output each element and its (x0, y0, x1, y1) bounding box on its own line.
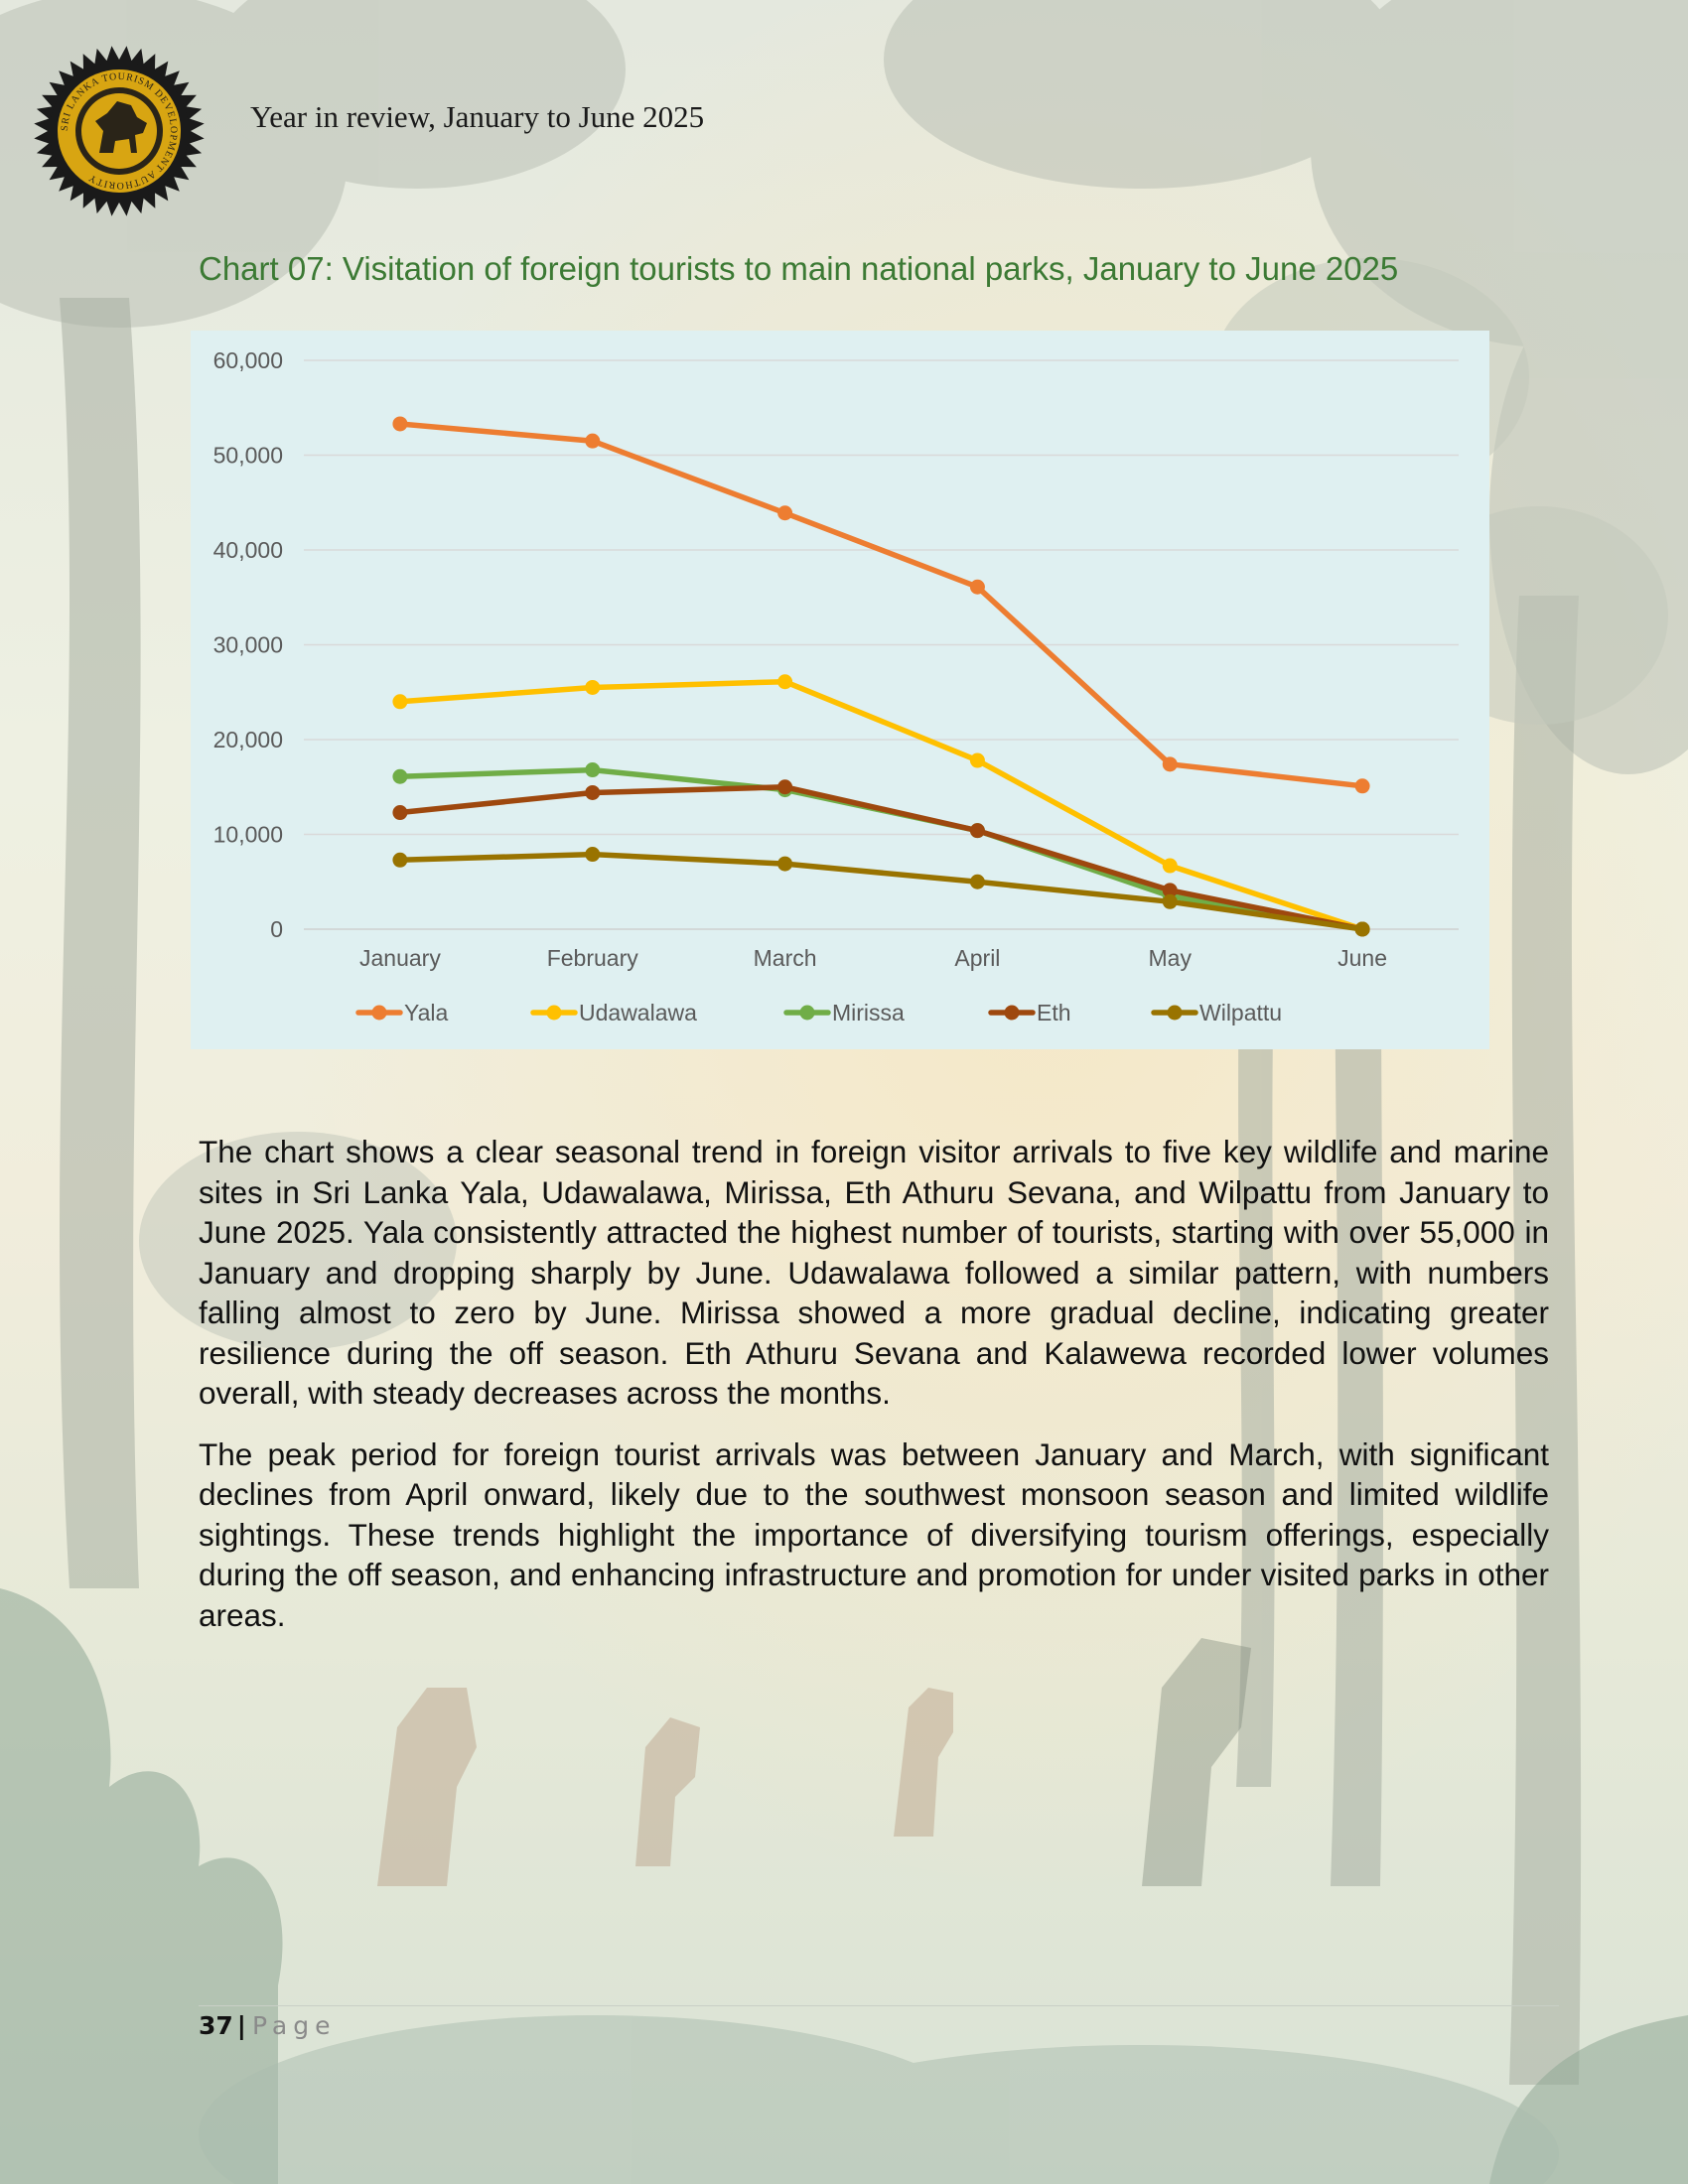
data-point-udawalawa (1162, 858, 1178, 874)
series-line-udawalawa (397, 678, 1365, 932)
data-point-yala (777, 505, 793, 521)
data-point-mirissa (392, 768, 408, 784)
x-tick-label-april: April (954, 945, 1000, 971)
page-number: 37 (199, 2011, 233, 2040)
legend-label-eth: Eth (1037, 1000, 1071, 1025)
legend-label-yala: Yala (404, 1000, 449, 1025)
y-tick-label: 40,000 (213, 537, 283, 563)
body-paragraph-1: The chart shows a clear seasonal trend i… (199, 1134, 1549, 1411)
body-text: The chart shows a clear seasonal trend i… (199, 1132, 1549, 1656)
legend-marker-udawalawa (546, 1005, 562, 1021)
data-point-mirissa (585, 762, 601, 778)
line-chart: 0 10,000 20,000 30,000 40,000 50,000 60,000 Jan… (191, 331, 1489, 1049)
data-point-yala (969, 579, 985, 595)
x-tick-label-may: May (1149, 945, 1193, 971)
line-chart-svg: 0 10,000 20,000 30,000 40,000 50,000 60,000 Jan… (213, 347, 1459, 1025)
data-point-wilpattu (969, 874, 985, 889)
legend-marker-yala (371, 1005, 387, 1021)
x-tick-label-march: March (754, 945, 817, 971)
page-footer: 37 | Page (199, 2011, 336, 2040)
data-point-eth (585, 784, 601, 800)
data-point-udawalawa (777, 674, 793, 690)
data-point-yala (1354, 778, 1370, 794)
y-tick-label: 0 (270, 916, 283, 942)
data-point-wilpattu (585, 847, 601, 863)
data-point-udawalawa (392, 694, 408, 710)
data-point-yala (585, 433, 601, 449)
header-title: Year in review, January to June 2025 (250, 99, 705, 134)
data-point-wilpattu (1354, 921, 1370, 937)
footer-divider (199, 2005, 1559, 2006)
data-point-udawalawa (969, 752, 985, 768)
chart-caption: Chart 07: Visitation of foreign tourists… (199, 250, 1399, 287)
x-tick-label-january: January (359, 945, 441, 971)
legend-label-wilpattu: Wilpattu (1199, 1000, 1282, 1025)
data-point-wilpattu (1162, 893, 1178, 909)
data-point-yala (1162, 756, 1178, 772)
legend-marker-eth (1004, 1005, 1020, 1021)
data-point-yala (392, 416, 408, 432)
data-point-eth (969, 823, 985, 839)
legend-marker-wilpattu (1167, 1005, 1183, 1021)
data-point-eth (777, 779, 793, 795)
page-word: Page (251, 2011, 337, 2040)
x-tick-label-february: February (547, 945, 639, 971)
data-point-eth (1162, 883, 1178, 898)
y-tick-label: 60,000 (213, 347, 283, 373)
series-line-wilpattu (397, 851, 1365, 932)
data-point-wilpattu (392, 852, 408, 868)
series-line-eth (397, 784, 1365, 932)
data-point-wilpattu (777, 856, 793, 872)
legend-label-udawalawa: Udawalawa (579, 1000, 697, 1025)
footer-separator: | (236, 2011, 246, 2040)
x-tick-label-june: June (1337, 945, 1387, 971)
y-tick-label: 10,000 (213, 822, 283, 848)
tourism-authority-logo: SRI LANKA TOURISM DEVELOPMENT AUTHORITY (34, 46, 205, 216)
y-tick-label: 20,000 (213, 727, 283, 752)
data-point-udawalawa (585, 679, 601, 695)
body-paragraph-2: The peak period for foreign tourist arri… (199, 1435, 1549, 1633)
series-line-mirissa (397, 766, 1365, 932)
legend-marker-mirissa (799, 1005, 815, 1021)
y-tick-label: 30,000 (213, 632, 283, 658)
y-tick-label: 50,000 (213, 443, 283, 469)
data-point-eth (392, 805, 408, 821)
legend-label-mirissa: Mirissa (832, 1000, 905, 1025)
series-line-yala (397, 421, 1365, 789)
